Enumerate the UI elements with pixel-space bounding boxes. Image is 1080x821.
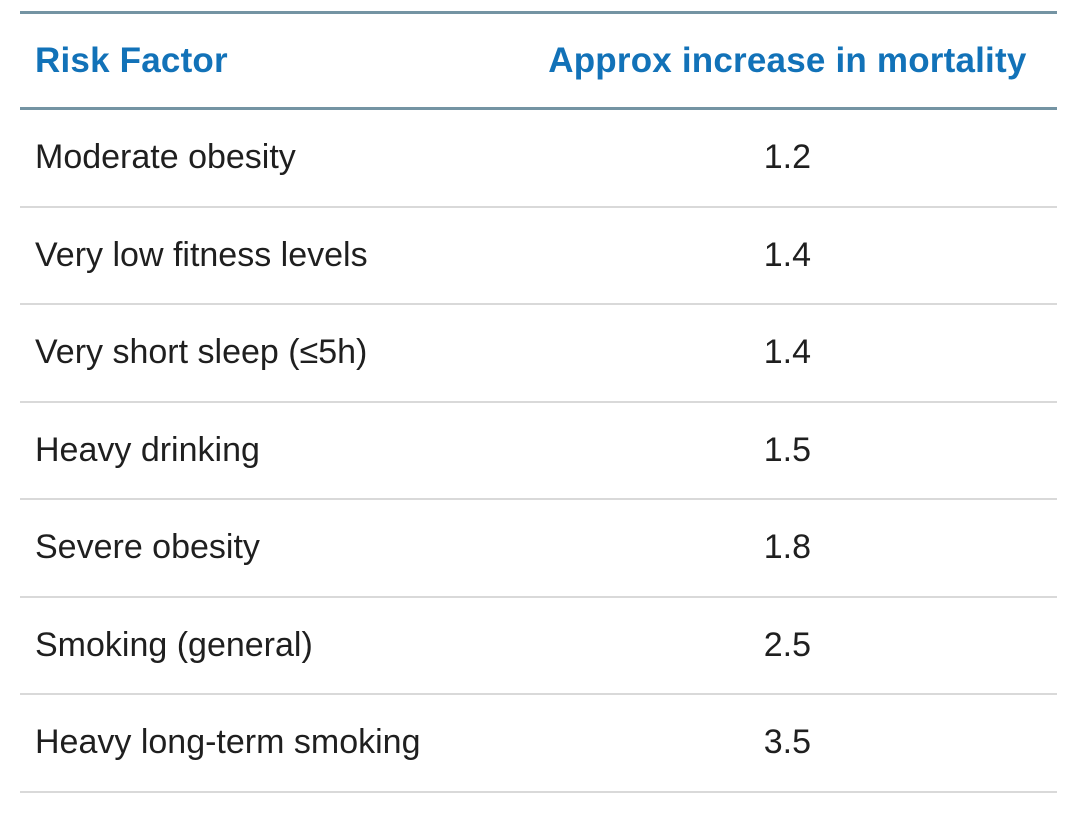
risk-factor-cell: Heavy long-term smoking xyxy=(35,723,421,762)
table-row: Heavy long-term smoking 3.5 xyxy=(20,695,1057,793)
mortality-value-cell: 1.5 xyxy=(763,430,811,469)
table-row: Severe obesity 1.8 xyxy=(20,500,1057,598)
risk-factor-cell: Very short sleep (≤5h) xyxy=(35,333,368,372)
mortality-value-cell: 3.5 xyxy=(763,723,811,762)
risk-factor-cell: Smoking (general) xyxy=(35,625,313,664)
table-row: Heavy drinking 1.5 xyxy=(20,403,1057,500)
table-row: Moderate obesity 1.2 xyxy=(20,110,1057,208)
risk-factor-cell: Very low fitness levels xyxy=(35,235,368,274)
risk-factor-cell: Severe obesity xyxy=(35,528,260,567)
header-mortality-increase: Approx increase in mortality xyxy=(548,40,1027,80)
mortality-value-cell: 2.5 xyxy=(763,625,811,664)
mortality-value-cell: 1.4 xyxy=(763,235,811,274)
table-header-row: Risk Factor Approx increase in mortality xyxy=(20,11,1057,110)
mortality-value-cell: 1.8 xyxy=(763,528,811,567)
risk-factor-table: Risk Factor Approx increase in mortality… xyxy=(20,11,1057,793)
table-row: Very short sleep (≤5h) 1.4 xyxy=(20,305,1057,403)
risk-factor-cell: Moderate obesity xyxy=(35,138,296,177)
table-row: Smoking (general) 2.5 xyxy=(20,598,1057,695)
mortality-value-cell: 1.2 xyxy=(763,138,811,177)
mortality-value-cell: 1.4 xyxy=(763,333,811,372)
risk-factor-cell: Heavy drinking xyxy=(35,430,260,469)
header-risk-factor: Risk Factor xyxy=(35,40,228,80)
table-row: Very low fitness levels 1.4 xyxy=(20,208,1057,305)
